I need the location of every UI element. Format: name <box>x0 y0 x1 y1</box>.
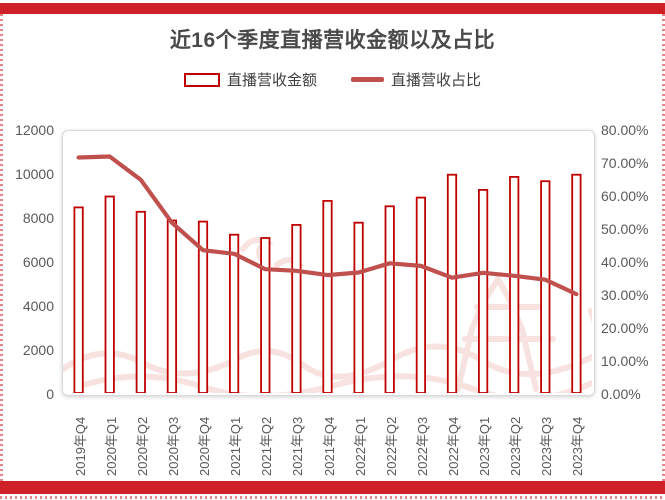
right-dotted-border <box>662 14 665 481</box>
x-axis-label: 2020年Q1 <box>103 416 119 476</box>
bar <box>446 173 458 393</box>
x-axis-label: 2022年Q4 <box>445 416 461 476</box>
bar <box>509 176 520 393</box>
x-axis-label: 2021年Q4 <box>321 416 337 476</box>
bar <box>384 205 395 393</box>
bar <box>228 233 240 393</box>
right-axis-tick: 30.00% <box>601 287 649 303</box>
bar <box>415 196 427 393</box>
x-axis-label: 2023年Q2 <box>508 416 524 476</box>
right-axis-tick: 20.00% <box>601 320 649 336</box>
bar <box>104 195 115 393</box>
left-axis-tick: 0 <box>46 386 54 402</box>
x-axis-label: 2022年Q2 <box>383 416 399 476</box>
bar <box>477 189 489 393</box>
bar <box>322 200 333 393</box>
right-axis-tick: 70.00% <box>601 155 649 171</box>
x-axis-label: 2020年Q4 <box>197 416 213 476</box>
combo-chart <box>63 154 592 393</box>
legend-item-share: 直播营收占比 <box>351 69 481 90</box>
right-axis-tick: 0.00% <box>601 386 641 402</box>
legend-label-revenue: 直播营收金额 <box>226 72 317 89</box>
x-axis-label: 2021年Q3 <box>290 416 306 476</box>
right-axis-tick: 80.00% <box>601 122 649 138</box>
left-axis-tick: 6000 <box>22 254 54 270</box>
right-axis-tick: 40.00% <box>601 254 649 270</box>
top-accent-band <box>0 3 665 14</box>
x-axis-label: 2021年Q2 <box>259 416 275 476</box>
bottom-accent-band <box>0 481 665 494</box>
bottom-dotted-border <box>0 496 665 499</box>
bar <box>73 206 84 393</box>
bar <box>166 219 177 393</box>
bar <box>291 224 302 393</box>
x-axis-label: 2021年Q1 <box>228 416 244 476</box>
left-dotted-border <box>0 14 3 481</box>
bar <box>260 237 271 393</box>
bar-series <box>73 173 582 393</box>
bar <box>540 180 551 393</box>
left-axis-tick: 8000 <box>22 210 54 226</box>
legend-label-share: 直播营收占比 <box>391 72 482 89</box>
left-axis-tick: 4000 <box>22 298 54 314</box>
plot-area <box>62 130 595 396</box>
x-axis-label: 2023年Q4 <box>570 416 586 476</box>
x-axis-label: 2022年Q3 <box>414 416 430 476</box>
left-axis-tick: 12000 <box>15 122 54 138</box>
chart-legend: 直播营收金额 直播营收占比 <box>0 69 665 90</box>
line-series <box>76 154 579 297</box>
legend-item-revenue: 直播营收金额 <box>183 69 317 90</box>
x-axis-label: 2022年Q1 <box>352 416 368 476</box>
x-axis-label: 2020年Q2 <box>134 416 150 476</box>
x-axis-label: 2019年Q4 <box>72 416 88 476</box>
left-axis-tick: 2000 <box>22 342 54 358</box>
right-axis-tick: 50.00% <box>601 221 649 237</box>
bar-series-swatch <box>183 72 220 87</box>
right-axis-tick: 60.00% <box>601 188 649 204</box>
x-axis-label: 2023年Q1 <box>477 416 493 476</box>
bar <box>571 173 582 393</box>
line-series-swatch <box>351 77 384 82</box>
x-axis-label: 2020年Q3 <box>165 416 181 476</box>
chart-title: 近16个季度直播营收金额以及占比 <box>169 29 496 52</box>
bar <box>135 210 146 393</box>
x-axis-label: 2023年Q3 <box>539 416 555 476</box>
bar <box>353 221 364 393</box>
left-axis-tick: 10000 <box>15 166 54 182</box>
right-axis-tick: 10.00% <box>601 353 649 369</box>
